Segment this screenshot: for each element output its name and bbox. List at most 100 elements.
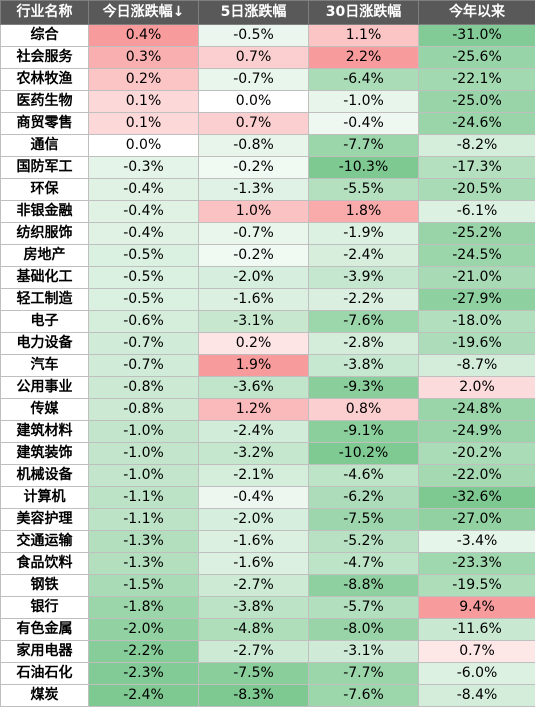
table-row: 非银金融-0.4%1.0%1.8%-6.1%	[1, 201, 535, 223]
table-row: 公用事业-0.8%-3.6%-9.3%2.0%	[1, 377, 535, 399]
value-cell: -0.5%	[89, 289, 199, 311]
value-cell: -10.2%	[309, 443, 419, 465]
value-cell: -19.5%	[419, 575, 535, 597]
value-cell: -0.4%	[199, 487, 309, 509]
value-cell: 0.7%	[199, 47, 309, 69]
value-cell: -5.2%	[309, 531, 419, 553]
value-cell: 0.4%	[89, 25, 199, 47]
value-cell: -9.1%	[309, 421, 419, 443]
value-cell: -0.5%	[89, 245, 199, 267]
value-cell: -2.1%	[199, 465, 309, 487]
value-cell: -3.1%	[309, 641, 419, 663]
value-cell: -2.4%	[199, 421, 309, 443]
value-cell: -4.6%	[309, 465, 419, 487]
value-cell: 2.2%	[309, 47, 419, 69]
industry-name-cell: 机械设备	[1, 465, 89, 487]
industry-name-cell: 家用电器	[1, 641, 89, 663]
value-cell: -8.8%	[309, 575, 419, 597]
table-row: 国防军工-0.3%-0.2%-10.3%-17.3%	[1, 157, 535, 179]
value-cell: 1.0%	[199, 201, 309, 223]
value-cell: 0.7%	[419, 641, 535, 663]
table-row: 石油石化-2.3%-7.5%-7.7%-6.0%	[1, 663, 535, 685]
value-cell: -3.8%	[309, 355, 419, 377]
value-cell: -19.6%	[419, 333, 535, 355]
value-cell: 0.2%	[199, 333, 309, 355]
value-cell: -22.0%	[419, 465, 535, 487]
value-cell: -4.8%	[199, 619, 309, 641]
industry-name-cell: 电子	[1, 311, 89, 333]
industry-name-cell: 传媒	[1, 399, 89, 421]
value-cell: 1.8%	[309, 201, 419, 223]
value-cell: -8.4%	[419, 685, 535, 707]
value-cell: -6.0%	[419, 663, 535, 685]
column-header[interactable]: 5日涨跌幅	[199, 1, 309, 25]
table-row: 有色金属-2.0%-4.8%-8.0%-11.6%	[1, 619, 535, 641]
value-cell: 0.1%	[89, 91, 199, 113]
value-cell: -1.8%	[89, 597, 199, 619]
value-cell: -24.5%	[419, 245, 535, 267]
value-cell: -0.7%	[199, 223, 309, 245]
value-cell: -17.3%	[419, 157, 535, 179]
value-cell: -2.3%	[89, 663, 199, 685]
value-cell: -1.6%	[199, 289, 309, 311]
table-row: 纺织服饰-0.4%-0.7%-1.9%-25.2%	[1, 223, 535, 245]
value-cell: 0.0%	[199, 91, 309, 113]
column-header[interactable]: 30日涨跌幅	[309, 1, 419, 25]
column-header[interactable]: 今年以来	[419, 1, 535, 25]
table-row: 建筑装饰-1.0%-3.2%-10.2%-20.2%	[1, 443, 535, 465]
value-cell: -1.6%	[199, 553, 309, 575]
table-row: 电力设备-0.7%0.2%-2.8%-19.6%	[1, 333, 535, 355]
value-cell: -3.8%	[199, 597, 309, 619]
value-cell: -7.7%	[309, 663, 419, 685]
value-cell: -2.0%	[199, 509, 309, 531]
industry-name-cell: 纺织服饰	[1, 223, 89, 245]
value-cell: -0.7%	[89, 333, 199, 355]
industry-name-cell: 银行	[1, 597, 89, 619]
value-cell: -2.8%	[309, 333, 419, 355]
value-cell: -1.0%	[89, 421, 199, 443]
value-cell: -1.3%	[89, 553, 199, 575]
value-cell: -3.2%	[199, 443, 309, 465]
value-cell: -2.2%	[309, 289, 419, 311]
value-cell: 1.2%	[199, 399, 309, 421]
industry-name-cell: 钢铁	[1, 575, 89, 597]
value-cell: -3.1%	[199, 311, 309, 333]
table-row: 家用电器-2.2%-2.7%-3.1%0.7%	[1, 641, 535, 663]
industry-name-cell: 非银金融	[1, 201, 89, 223]
industry-name-cell: 通信	[1, 135, 89, 157]
industry-name-cell: 煤炭	[1, 685, 89, 707]
value-cell: -3.6%	[199, 377, 309, 399]
value-cell: -2.7%	[199, 575, 309, 597]
industry-name-cell: 汽车	[1, 355, 89, 377]
value-cell: -2.4%	[89, 685, 199, 707]
table-row: 传媒-0.8%1.2%0.8%-24.8%	[1, 399, 535, 421]
table-row: 银行-1.8%-3.8%-5.7%9.4%	[1, 597, 535, 619]
industry-name-cell: 综合	[1, 25, 89, 47]
value-cell: -2.4%	[309, 245, 419, 267]
value-cell: -11.6%	[419, 619, 535, 641]
value-cell: -0.5%	[89, 267, 199, 289]
value-cell: 0.7%	[199, 113, 309, 135]
value-cell: -7.5%	[199, 663, 309, 685]
value-cell: -0.8%	[199, 135, 309, 157]
column-header[interactable]: 行业名称	[1, 1, 89, 25]
table-row: 房地产-0.5%-0.2%-2.4%-24.5%	[1, 245, 535, 267]
value-cell: -1.9%	[309, 223, 419, 245]
value-cell: 0.2%	[89, 69, 199, 91]
value-cell: -24.9%	[419, 421, 535, 443]
value-cell: -0.7%	[89, 355, 199, 377]
column-header[interactable]: 今日涨跌幅↓	[89, 1, 199, 25]
table-row: 基础化工-0.5%-2.0%-3.9%-21.0%	[1, 267, 535, 289]
value-cell: -27.9%	[419, 289, 535, 311]
value-cell: -0.3%	[89, 157, 199, 179]
table-row: 电子-0.6%-3.1%-7.6%-18.0%	[1, 311, 535, 333]
header-row: 行业名称 今日涨跌幅↓ 5日涨跌幅 30日涨跌幅 今年以来	[1, 1, 535, 25]
value-cell: -25.6%	[419, 47, 535, 69]
industry-name-cell: 农林牧渔	[1, 69, 89, 91]
table-row: 美容护理-1.1%-2.0%-7.5%-27.0%	[1, 509, 535, 531]
